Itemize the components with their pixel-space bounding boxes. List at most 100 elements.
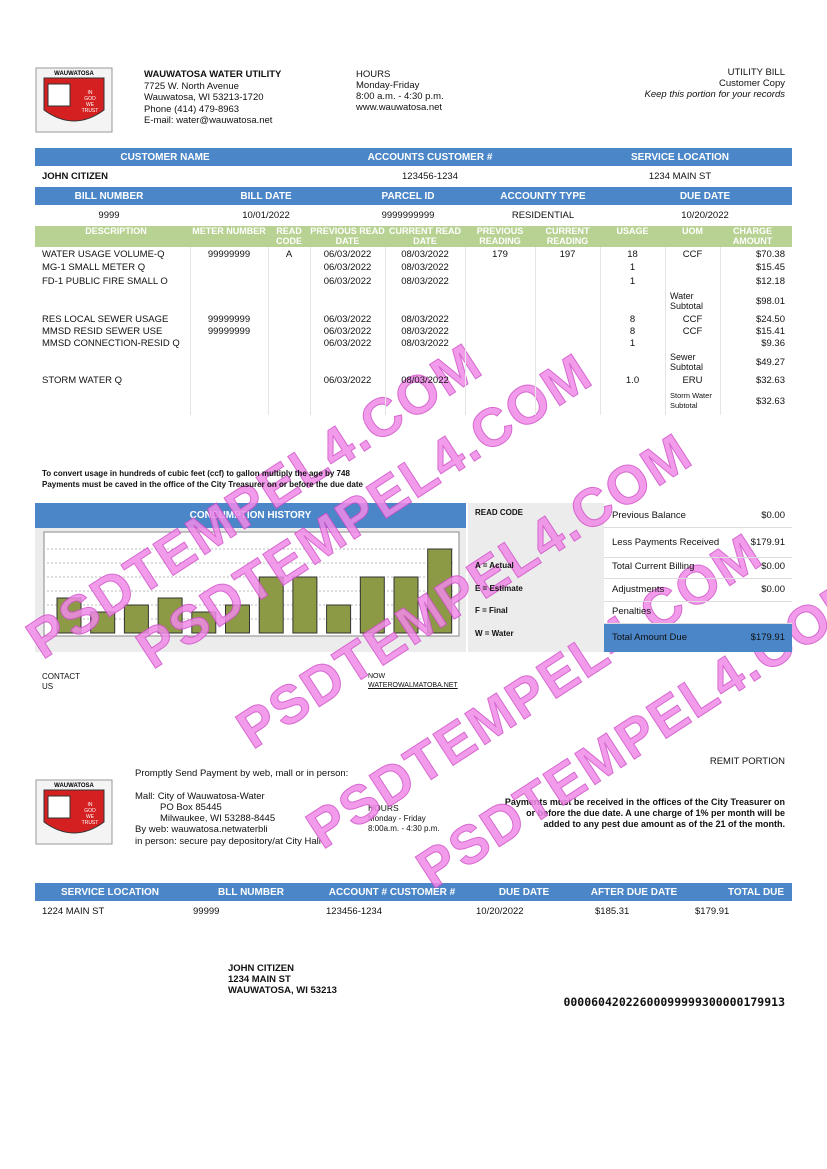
column-header: TOTAL DUE <box>727 887 785 898</box>
address: Wauwatosa, WI 53213-1720 <box>144 92 264 103</box>
cell: $70.38 <box>755 248 785 260</box>
balance-label: Previous Balance <box>612 510 686 521</box>
bar <box>90 611 116 634</box>
bar <box>326 604 352 634</box>
cell: $15.41 <box>755 325 785 337</box>
cell: $9.36 <box>761 338 785 349</box>
cell: 1 <box>629 261 636 273</box>
balance-row <box>604 578 792 602</box>
header-bar <box>35 226 792 247</box>
cell: 06/03/2022 <box>323 261 372 273</box>
cell: RESIDENTIAL <box>511 210 575 221</box>
mailing-address: JOHN CITIZEN <box>228 963 294 974</box>
column-rule <box>720 247 721 415</box>
logo-text: GOD <box>84 808 96 814</box>
mailing-address: 1234 MAIN ST <box>228 974 291 985</box>
note: Payments must be caved in the office of … <box>42 480 363 489</box>
cell: A <box>285 248 293 260</box>
cell: 08/03/2022 <box>401 248 449 260</box>
web: By web: wauwatosa.netwaterbli <box>135 824 268 835</box>
hours-label: HOURS <box>368 803 399 813</box>
column-header: BILL DATE <box>240 191 292 202</box>
contact: US <box>42 682 54 691</box>
logo-text: WAUWATOSA <box>54 71 94 77</box>
header-bar <box>35 187 792 205</box>
cell: CCF <box>682 313 703 325</box>
cell: FD-1 PUBLIC FIRE SMALL O <box>42 276 168 287</box>
header-bar <box>35 883 792 901</box>
column-header: USAGE <box>616 226 649 236</box>
notice: Payments must be received in the offices… <box>504 797 785 807</box>
cell: $49.27 <box>755 356 785 368</box>
column-header: ACCOUNTY TYPE <box>500 191 586 202</box>
cell: MG-1 SMALL METER Q <box>42 261 146 273</box>
logo: WAUWATOSA IN GOD WE TRUST <box>35 779 113 845</box>
column-header: AFTER DUE DATE <box>590 887 678 898</box>
cell: 1.0 <box>625 374 640 386</box>
column-rule <box>385 247 386 415</box>
chart-header <box>35 503 466 528</box>
cell: 1 <box>629 338 636 349</box>
balance-label: Penalties <box>612 606 652 617</box>
cell: 123456-1234 <box>326 906 382 917</box>
column-header: BILL NUMBER <box>74 191 144 202</box>
mail: Mall: City of Wauwatosa-Water <box>135 791 265 802</box>
in-person: in person: secure pay depository/at City… <box>135 836 321 847</box>
hours: 8:00a.m. - 4:30 p.m. <box>368 824 440 833</box>
balance-label: Total Current Billing <box>612 561 695 572</box>
cell: 99999999 <box>207 325 251 337</box>
cell: 9999 <box>98 210 120 221</box>
balance-value: $0.00 <box>761 510 785 521</box>
bar <box>191 611 217 634</box>
cell: 08/03/2022 <box>401 374 449 386</box>
mail: Milwaukee, WI 53288-8445 <box>160 813 276 824</box>
cell: MMSD CONNECTION-RESID Q <box>42 338 180 349</box>
logo-text: WE <box>86 814 95 820</box>
balance-row <box>604 504 792 528</box>
cell: 08/03/2022 <box>401 276 449 287</box>
phone: Phone (414) 479-8963 <box>144 104 240 115</box>
balance-row <box>604 600 792 624</box>
address: 7725 W. North Avenue <box>144 81 239 92</box>
cell: 8 <box>629 325 636 337</box>
cell: 99999999 <box>207 248 251 260</box>
column-header: DESCRIPTION <box>85 226 147 236</box>
cell: 10/01/2022 <box>242 210 290 221</box>
cell: $98.01 <box>755 295 785 307</box>
cell: 10/20/2022 <box>476 906 524 917</box>
hours: Monday - Friday <box>368 814 426 823</box>
cell: 179 <box>492 248 508 260</box>
web: www.wauwatosa.net <box>356 102 443 113</box>
column-header: BLL NUMBER <box>218 887 284 898</box>
cell: 08/03/2022 <box>401 338 449 349</box>
balance-value: $0.00 <box>761 561 785 572</box>
column-header: SERVICE LOCATION <box>631 152 729 163</box>
column-rule <box>190 247 191 415</box>
column-rule <box>268 247 269 415</box>
hours: Monday-Friday <box>356 80 420 91</box>
total-label: Total Amount Due <box>612 632 687 643</box>
logo-text: WAUWATOSA <box>54 783 94 789</box>
email: E-mail: water@wauwatosa.net <box>144 115 273 126</box>
bar <box>56 597 82 634</box>
column-header: CURRENT READING <box>545 226 590 246</box>
bar <box>123 604 149 634</box>
read-code: A = Actual <box>475 561 514 570</box>
balance-row <box>604 555 792 579</box>
balance-row <box>604 531 792 558</box>
contact: NOW <box>368 673 386 680</box>
header-bar <box>35 148 792 166</box>
contact-url[interactable]: WATEROWALMATOBA.NET <box>368 682 458 689</box>
column-header: UOM <box>682 226 703 236</box>
cell: 06/03/2022 <box>323 276 372 287</box>
cell: 08/03/2022 <box>401 261 449 273</box>
bill-title: UTILITY BILL <box>727 67 785 78</box>
cell: CCF <box>682 325 703 337</box>
org-name: WAUWATOSA WATER UTILITY <box>144 69 282 80</box>
cell: 06/03/2022 <box>323 338 372 349</box>
cell: 10/20/2022 <box>681 210 729 221</box>
bill-copy: Customer Copy <box>719 78 785 89</box>
bill-note: Keep this portion for your records <box>644 89 785 100</box>
cell: MMSD RESID SEWER USE <box>42 325 163 337</box>
cell: WATER USAGE VOLUME-Q <box>42 248 165 260</box>
